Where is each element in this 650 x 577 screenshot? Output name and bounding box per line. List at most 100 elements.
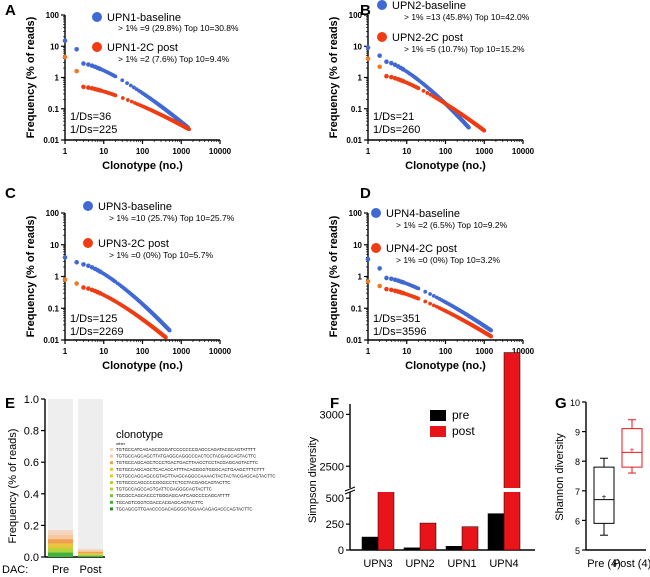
x-category-label: UPN2 — [405, 558, 434, 570]
baseline-point — [384, 59, 389, 65]
baseline-point — [489, 328, 493, 333]
legend-swatch — [110, 507, 113, 511]
baseline-point — [81, 262, 86, 267]
baseline-point — [416, 286, 421, 291]
pre-bar — [487, 513, 505, 551]
baseline-stat: > 1% =13 (45.8%) Top 10=42.0% — [404, 12, 530, 22]
x-prefix: DAC: — [2, 564, 28, 576]
post-bar — [377, 489, 395, 551]
x-tick-label: 100 — [136, 347, 150, 356]
axis-break — [344, 488, 356, 492]
x-tick-label: 10 — [99, 347, 108, 356]
post-legend-label: UPN4-2C post — [386, 243, 457, 255]
y-tick-label: 100 — [46, 11, 60, 20]
y-tick-label: 0.2 — [24, 520, 39, 532]
y-tick-label: 250 — [326, 519, 344, 531]
x-tick-label: 1 — [63, 147, 68, 156]
baseline-point — [74, 260, 79, 265]
bar-segment — [48, 534, 73, 540]
x-category-label: Post — [79, 564, 101, 576]
bar-break — [377, 488, 395, 492]
y-tick-label: 0.1 — [351, 304, 363, 313]
post-point — [423, 299, 428, 304]
y-tick-label: 0.01 — [346, 336, 362, 345]
baseline-point — [365, 45, 371, 50]
baseline-stat: > 1% =10 (25.7%) Top 10=25.7% — [109, 213, 235, 223]
post-stat: > 1% =0 (0%) Top 10=5.7% — [109, 250, 213, 260]
legend-swatch — [110, 461, 113, 465]
bar-segment — [48, 543, 73, 549]
post-point — [120, 96, 125, 100]
post-point — [113, 93, 118, 98]
x-tick-label: 10000 — [209, 147, 232, 156]
baseline-point — [377, 266, 382, 271]
x-category-label: Post (4) — [613, 558, 650, 570]
legend-clonotype: TGTGCCCAGCCCCGGGCCTCTCCTACGAGCAGTACTTC — [116, 480, 230, 485]
post-point — [74, 68, 79, 74]
bar-segment — [48, 530, 73, 535]
pre-bar — [403, 547, 421, 551]
post-point — [62, 54, 68, 60]
post-series — [62, 54, 191, 132]
legend-swatch — [110, 494, 113, 498]
baseline-legend-label: UPN4-baseline — [386, 208, 460, 220]
x-tick-label: 10000 — [512, 147, 535, 156]
post-legend-label: post — [452, 424, 475, 438]
legend-swatch — [110, 467, 113, 471]
y-tick-label: 0.8 — [24, 426, 39, 438]
bar-segment — [48, 552, 73, 557]
legend-clonotype: TGTGCCAGCAGCCGTAGTTAAGCAGGCCAAAACTACTACT… — [116, 473, 275, 478]
pre-legend-swatch — [430, 410, 446, 421]
baseline-point — [167, 328, 172, 333]
post-stat: > 1% =0 (0%) Top 10=3.2% — [396, 255, 500, 265]
x-tick-label: 1 — [63, 347, 68, 356]
post-point — [81, 285, 86, 290]
y-tick-label: 2500 — [320, 461, 344, 473]
y-tick-label: 1 — [358, 74, 363, 83]
panel-A: 0.01 0.1 1 10 100 1 10 100 1000 10000 Clonotype (n… — [5, 2, 239, 172]
panel-label: C — [5, 185, 16, 202]
post-legend-label: UPN1-2C post — [107, 42, 178, 54]
post-point — [74, 281, 79, 286]
y-tick-label: 0.6 — [24, 457, 39, 469]
baseline-point — [128, 83, 133, 88]
mean-marker: + — [602, 493, 607, 502]
legend-clonotype: TGCAGCGTTGAACCCGACAGGGGTGGAACAGAGACCCAGT… — [116, 506, 252, 511]
y-tick-label: 0.01 — [43, 136, 59, 145]
post-point — [86, 286, 91, 291]
legend-swatch — [110, 448, 113, 451]
legend-clonotype: TGCGCCAGCACCCTGGGAGCAATCAGCCCCAGCATTTT — [116, 493, 231, 498]
post-point — [365, 56, 371, 61]
panel-label: A — [5, 2, 16, 19]
y-tick-label: 100 — [349, 11, 363, 20]
post-point — [86, 85, 91, 90]
box — [621, 428, 643, 468]
panel-D: 0.01 0.1 1 10 100 1 10 100 1000 10000 Clonotype (n… — [328, 185, 535, 372]
y-axis-label: Frequency (% of reads) — [328, 215, 340, 337]
y-tick-label: 10 — [353, 241, 362, 250]
post-bar — [503, 352, 521, 551]
bar-segment — [78, 554, 103, 556]
panel-label: E — [5, 395, 15, 412]
post-point — [384, 73, 389, 79]
legend-title: clonotype — [116, 429, 163, 441]
y-tick-label: 0.4 — [24, 489, 39, 501]
post-legend-marker — [377, 32, 387, 42]
bar-segment — [78, 553, 103, 555]
post-legend-marker — [371, 243, 381, 253]
post-legend-label: UPN2-2C post — [392, 32, 463, 44]
post-series — [365, 279, 493, 339]
y-tick-label: 1.0 — [24, 394, 39, 406]
x-tick-label: 1 — [366, 147, 371, 156]
legend-clonotype: TGTGCCAGCAGCTTATGAGGCAGGCCCACTCCTACGAGCA… — [116, 454, 256, 459]
post-stat: > 1% =2 (7.6%) Top 10=9.4% — [118, 54, 230, 64]
post-ds: 1/Ds=2269 — [70, 326, 124, 338]
post-point — [126, 98, 130, 102]
x-tick-label: 100 — [439, 347, 453, 356]
y-tick-label: 100 — [46, 209, 60, 218]
y-tick-label: 0.1 — [48, 304, 60, 313]
post-point — [489, 334, 493, 339]
baseline-point — [389, 60, 394, 66]
panel-G: G 5 6 7 8 9 10 Shannon diversity + Pre (4) + Post (… — [554, 395, 650, 570]
